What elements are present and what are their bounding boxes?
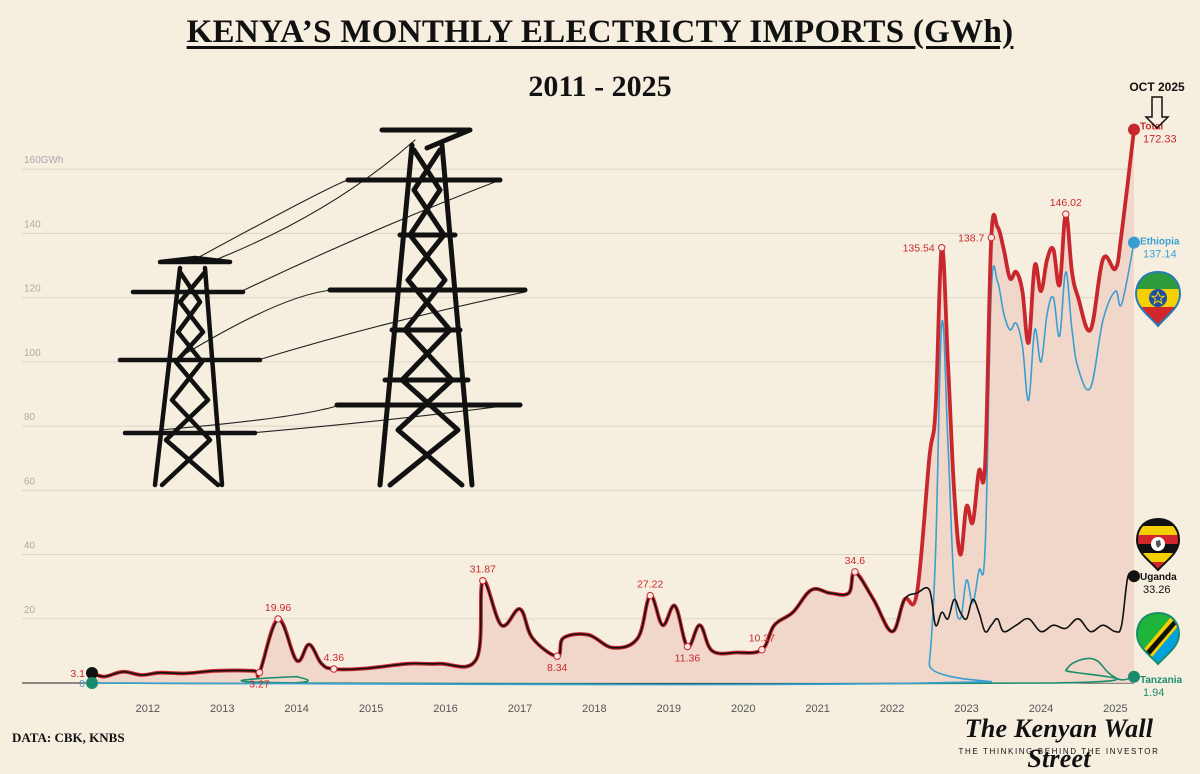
data-label: 135.54: [903, 243, 935, 255]
data-label: 146.02: [1050, 197, 1082, 209]
data-point: [683, 642, 692, 651]
x-tick-label: 2014: [284, 703, 308, 715]
data-point: [479, 576, 487, 585]
x-tick-label: 2019: [657, 703, 681, 715]
data-point: [938, 244, 946, 252]
ethiopia-series-line: [91, 242, 1135, 686]
page-subtitle: 2011 - 2025: [528, 70, 672, 103]
brand-tagline: THE THINKING BEHIND THE INVESTOR: [958, 747, 1160, 756]
x-tick-label: 2024: [1029, 703, 1053, 715]
y-tick-label: 160GWh: [24, 155, 63, 166]
uganda-end-point: [1128, 570, 1140, 583]
x-tick-label: 2016: [433, 703, 457, 715]
y-tick-label: 80: [24, 412, 36, 423]
data-label: 10.37: [749, 633, 775, 645]
data-label: 8.34: [547, 662, 568, 674]
uganda-end-name: Uganda: [1140, 572, 1177, 583]
data-label: 34.6: [845, 555, 866, 567]
tanzania-series-line: [91, 657, 1135, 686]
y-tick-label: 60: [24, 476, 36, 487]
data-label: 19.96: [265, 602, 291, 614]
data-point: [553, 652, 561, 660]
brand-logo: The Kenyan Wall Street: [964, 714, 1154, 773]
tanzania-end-value: 1.94: [1143, 687, 1164, 699]
ethiopia-end-value: 137.14: [1143, 249, 1177, 261]
data-labels: 3.1 3.27 19.96 4.36 31.87 8.34 27.22 11.36 10.37…: [70, 197, 1082, 690]
page-title: KENYA’S MONTHLY ELECTRICTY IMPORTS (GWh): [186, 14, 1014, 50]
data-label: 4.36: [324, 652, 345, 664]
latest-marker-label: OCT 2025: [1129, 80, 1185, 94]
data-label: 3.27: [249, 678, 270, 690]
data-label: 138.7: [958, 233, 984, 245]
data-point: [255, 668, 264, 677]
x-tick-label: 2017: [508, 703, 532, 715]
y-tick-label: 20: [24, 605, 36, 616]
data-point: [987, 233, 996, 242]
data-point: [1062, 210, 1070, 218]
x-tick-label: 2023: [954, 703, 978, 715]
data-point: [330, 665, 338, 673]
x-tick-label: 2013: [210, 703, 234, 715]
data-point: [758, 645, 766, 654]
x-tick-label: 2012: [136, 703, 160, 715]
data-source: DATA: CBK, KNBS: [12, 730, 125, 745]
y-tick-label: 120: [24, 284, 41, 295]
transmission-tower-icon: [117, 127, 528, 488]
x-axis-ticks: 2012 2013 2014 2015 2016 2017 2018 2019 2020 2021…: [136, 703, 1128, 715]
ethiopia-flag-pin-icon: [1134, 270, 1182, 328]
data-label: 3.1: [70, 668, 85, 680]
uganda-series-line: [91, 572, 1135, 678]
data-point: [646, 591, 654, 600]
x-tick-label: 2021: [805, 703, 829, 715]
data-label: 27.22: [637, 579, 663, 591]
y-tick-label: 100: [24, 348, 41, 359]
uganda-start-point: [86, 667, 98, 680]
x-tick-label: 2025: [1103, 703, 1127, 715]
x-tick-label: 2015: [359, 703, 383, 715]
tanzania-end-point: [1128, 670, 1140, 683]
total-end-value: 172.33: [1143, 134, 1177, 146]
down-arrow-icon: [1144, 96, 1170, 130]
data-label: 0: [79, 678, 85, 690]
total-area: [92, 129, 1134, 684]
data-point: [851, 568, 859, 576]
tanzania-flag-pin-icon: [1135, 611, 1181, 666]
ethiopia-end-name: Ethiopia: [1140, 237, 1180, 248]
tanzania-end-name: Tanzania: [1140, 675, 1182, 686]
y-tick-label: 140: [24, 219, 41, 230]
data-point: [274, 615, 282, 623]
total-area-fill: [92, 129, 1134, 684]
y-tick-label: 40: [24, 541, 36, 552]
x-tick-label: 2020: [731, 703, 755, 715]
total-end-point: [1128, 123, 1140, 136]
total-end-name: Total: [1140, 122, 1163, 133]
x-tick-label: 2022: [880, 703, 904, 715]
tanzania-start-point: [86, 677, 98, 689]
data-label: 31.87: [470, 564, 496, 576]
ethiopia-end-point: [1128, 236, 1140, 249]
uganda-flag-pin-icon: [1135, 517, 1181, 572]
data-points: [86, 210, 1070, 689]
uganda-end-value: 33.26: [1143, 584, 1171, 596]
data-label: 11.36: [675, 653, 701, 665]
x-tick-label: 2018: [582, 703, 606, 715]
y-axis-ticks: 20 40 60 80 100 120 140 160GWh: [24, 155, 63, 616]
